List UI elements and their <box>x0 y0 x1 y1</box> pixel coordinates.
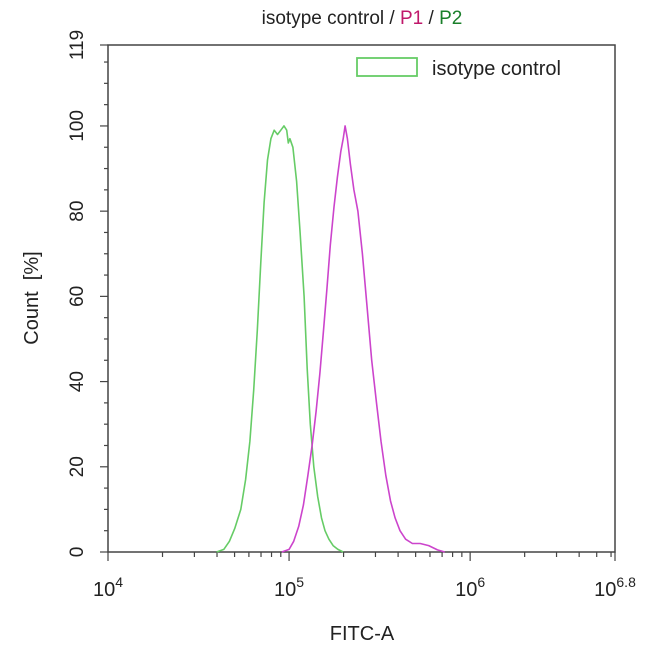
y-tick-label: 80 <box>67 201 88 222</box>
y-tick-label: 119 <box>67 30 88 60</box>
y-tick-label: 60 <box>67 286 88 307</box>
legend: isotype control <box>356 57 561 80</box>
x-tick-exponent: 6.8 <box>616 574 636 590</box>
legend-label-isotype-control: isotype control <box>432 58 561 80</box>
title-part-3: / <box>423 8 439 29</box>
legend-swatch-isotype-control <box>356 57 418 77</box>
title-part-4: P2 <box>439 8 462 29</box>
x-tick-label: 105 <box>274 574 304 601</box>
y-axis: 0 20 40 60 80 100 119 <box>67 30 108 557</box>
plot-frame <box>107 44 616 553</box>
x-axis: 104 105 106 106.8 <box>93 552 636 601</box>
x-tick-base: 10 <box>455 579 477 601</box>
x-tick-exponent: 4 <box>115 574 123 590</box>
y-tick-label: 20 <box>67 456 88 477</box>
x-tick-label: 106 <box>455 574 485 601</box>
chart-title: isotype control / P1 / P2 <box>262 8 463 29</box>
series-layer <box>216 125 445 553</box>
x-tick-label: 106.8 <box>594 574 636 601</box>
y-tick-label: 0 <box>67 547 88 558</box>
x-axis-label: FITC-A <box>330 623 395 645</box>
x-tick-base: 10 <box>594 579 616 601</box>
y-axis-label: Count [%] <box>21 251 43 344</box>
x-tick-base: 10 <box>274 579 296 601</box>
title-part-2: P1 <box>400 8 423 29</box>
x-tick-exponent: 6 <box>477 574 485 590</box>
y-tick-label: 100 <box>67 110 88 142</box>
x-tick-label: 104 <box>93 574 123 601</box>
x-tick-base: 10 <box>93 579 115 601</box>
title-part-1: / <box>384 8 400 29</box>
title-part-0: isotype control <box>262 8 385 29</box>
y-tick-label: 40 <box>67 371 88 392</box>
series-line-2 <box>281 125 445 553</box>
x-tick-exponent: 5 <box>296 574 304 590</box>
series-line-1 <box>216 125 344 553</box>
